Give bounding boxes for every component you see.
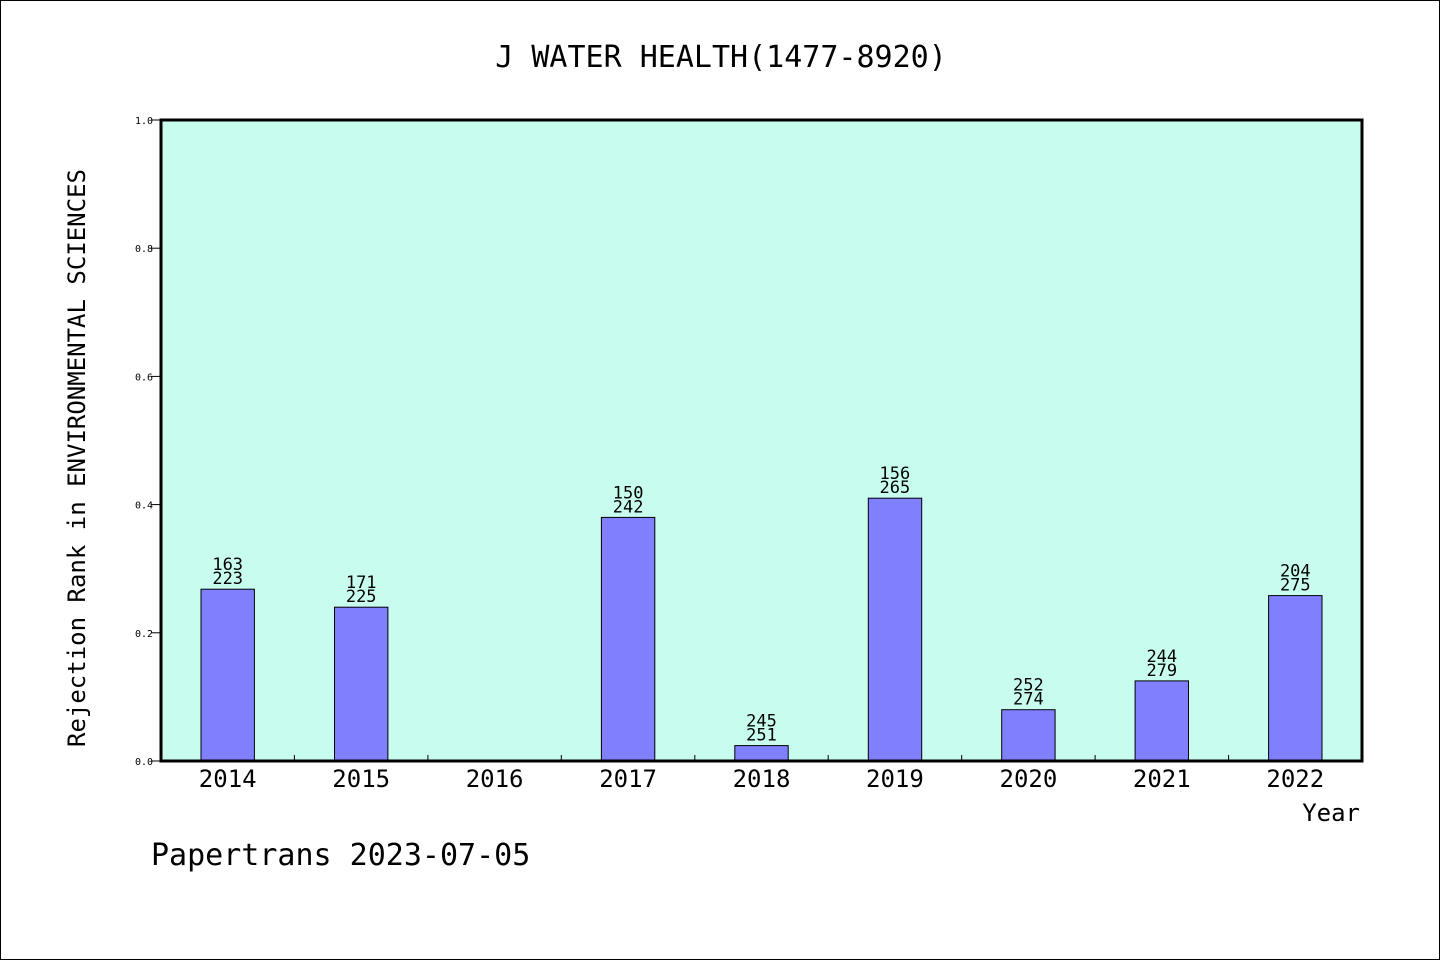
x-tick-label-2018: 2018 xyxy=(733,765,791,793)
bar-2019 xyxy=(867,497,923,762)
bar-label-top-2015: 171 xyxy=(346,573,377,593)
y-tick-label-1.0: 1.0 xyxy=(135,116,153,127)
bar-label-bottom-2017: 242 xyxy=(613,497,644,517)
bar-label-bottom-2021: 279 xyxy=(1146,661,1177,681)
x-tick-label-2021: 2021 xyxy=(1133,765,1191,793)
bars-group xyxy=(200,497,1323,762)
x-tick-label-2015: 2015 xyxy=(332,765,390,793)
bar-label-top-2017: 150 xyxy=(613,483,644,503)
x-tick-label-2014: 2014 xyxy=(199,765,257,793)
y-tick-label-0.2: 0.2 xyxy=(135,629,153,640)
x-axis: 2014 2015 2016 2017 2018 2019 2020 2021 2022 xyxy=(199,755,1324,793)
y-tick-label-0.4: 0.4 xyxy=(135,501,153,512)
bar-label-bottom-2014: 223 xyxy=(212,569,243,589)
bar-2014 xyxy=(200,588,255,762)
bar-label-top-2022: 204 xyxy=(1280,562,1311,582)
bar-label-bottom-2015: 225 xyxy=(346,587,377,607)
y-tick-label-0.6: 0.6 xyxy=(135,372,153,383)
bar-label-top-2021: 244 xyxy=(1146,647,1177,667)
bar-2017 xyxy=(600,516,656,762)
bar-2020 xyxy=(1001,709,1056,762)
bar-2021 xyxy=(1134,680,1189,762)
chart-title: J WATER HEALTH(1477-8920) xyxy=(495,40,947,75)
x-axis-label: Year xyxy=(1302,799,1360,827)
x-tick-label-2016: 2016 xyxy=(466,765,524,793)
footer-text: Papertrans 2023-07-05 xyxy=(151,838,530,873)
bar-label-top-2018: 245 xyxy=(746,712,777,732)
bar-label-top-2014: 163 xyxy=(212,555,243,575)
bar-2015 xyxy=(334,606,389,762)
x-tick-label-2019: 2019 xyxy=(866,765,924,793)
bar-label-top-2019: 156 xyxy=(880,464,911,484)
bar-label-bottom-2020: 274 xyxy=(1013,690,1044,710)
x-tick-label-2022: 2022 xyxy=(1266,765,1324,793)
bar-2018 xyxy=(734,745,789,762)
x-tick-label-2017: 2017 xyxy=(599,765,657,793)
x-tick-label-2020: 2020 xyxy=(1000,765,1058,793)
bar-label-bottom-2018: 251 xyxy=(746,726,777,746)
bar-label-top-2020: 252 xyxy=(1013,676,1044,696)
bar-label-bottom-2019: 265 xyxy=(880,478,911,498)
bar-label-bottom-2022: 275 xyxy=(1280,576,1311,596)
plot-border xyxy=(159,118,1364,763)
y-axis-label: Rejection Rank in ENVIRONMENTAL SCIENCES xyxy=(63,169,91,747)
y-axis: 0.0 0.2 0.4 0.6 0.8 1.0 xyxy=(135,116,161,768)
y-tick-label-0.0: 0.0 xyxy=(135,757,153,768)
bar-2022 xyxy=(1268,595,1323,762)
y-tick-label-0.8: 0.8 xyxy=(135,244,153,255)
